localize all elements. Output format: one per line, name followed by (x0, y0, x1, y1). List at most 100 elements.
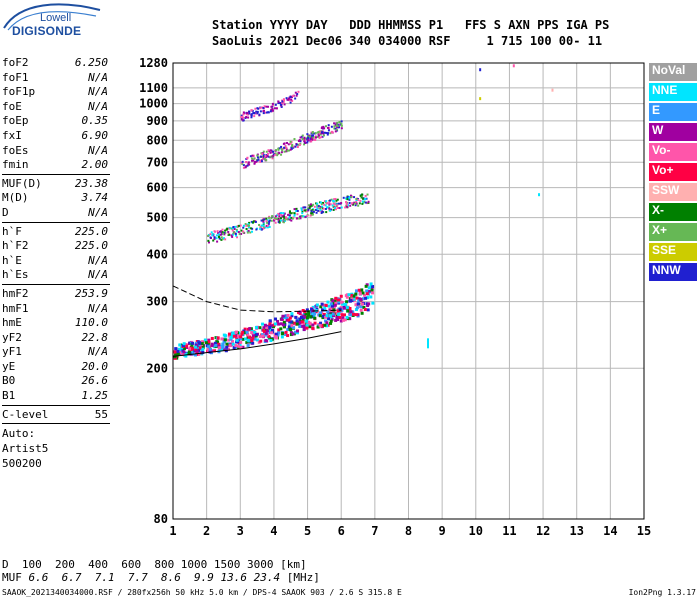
echo-point (365, 289, 369, 293)
echo-point (262, 112, 265, 115)
logo-lowell: Lowell (40, 12, 72, 24)
echo-point (179, 348, 183, 352)
echo-point (230, 234, 233, 237)
echo-point (299, 140, 302, 143)
echo-point (299, 316, 303, 320)
y-tick-label: 900 (146, 114, 168, 128)
echo-point (266, 154, 269, 157)
echo-point (259, 225, 262, 228)
echo-point (353, 201, 356, 204)
echo-point (259, 160, 262, 163)
echo-point (358, 202, 361, 205)
x-tick-label: 2 (203, 524, 210, 538)
echo-point (304, 216, 307, 219)
echo-point (225, 345, 229, 349)
echo-point (312, 315, 316, 319)
echo-point (236, 236, 239, 239)
echo-point (306, 141, 309, 144)
echo-point (289, 140, 292, 143)
echo-point (297, 90, 300, 93)
echo-point (323, 203, 326, 206)
echo-point (231, 331, 235, 335)
echo-point (366, 304, 370, 308)
echo-point (278, 220, 281, 223)
echo-point (369, 295, 373, 299)
echo-point (264, 331, 268, 335)
isolated-echo (538, 193, 541, 197)
echo-point (264, 339, 268, 343)
echo-point (371, 301, 375, 305)
echo-point (266, 221, 269, 224)
echo-point (298, 321, 302, 325)
echo-point (340, 206, 343, 209)
echo-point (318, 314, 322, 318)
echo-point (348, 317, 352, 321)
echo-point (296, 329, 300, 333)
echo-point (281, 100, 284, 103)
param-row: MUF(D) 23.38 (2, 176, 108, 190)
echo-point (232, 346, 236, 350)
echo-point (367, 200, 370, 203)
echo-point (173, 355, 177, 359)
echo-point (278, 152, 281, 155)
echo-point (269, 156, 272, 159)
echo-point (236, 230, 239, 233)
echo-point (299, 136, 302, 139)
echo-point (273, 217, 276, 220)
echo-point (237, 231, 240, 234)
echo-point (256, 110, 259, 113)
echo-point (357, 288, 361, 292)
echo-point (305, 210, 308, 213)
echo-point (223, 233, 226, 236)
echo-point (260, 219, 263, 222)
plot-axes: 1 2 3 4 5 6 7 8 9 10 11 12 13 14 158020030040050060070… (139, 56, 651, 538)
echo-point (201, 350, 205, 354)
param-row: D N/A (2, 205, 108, 219)
echo-point (325, 324, 329, 328)
echo-point (265, 329, 269, 333)
divider (2, 221, 110, 223)
echo-point (303, 209, 306, 212)
echo-point (286, 218, 289, 221)
echo-point (191, 341, 195, 345)
echo-point (311, 131, 314, 134)
echo-point (263, 218, 266, 221)
x-tick-label: 7 (371, 524, 378, 538)
echo-point (326, 300, 330, 304)
echo-point (360, 288, 364, 292)
echo-point (251, 341, 255, 345)
echo-point (204, 341, 208, 345)
echo-point (257, 340, 261, 344)
echo-point (331, 301, 335, 305)
echo-point (361, 297, 365, 301)
x-tick-label: 15 (637, 524, 651, 538)
echo-point (221, 345, 225, 349)
echo-point (274, 221, 277, 224)
x-tick-label: 12 (536, 524, 550, 538)
echo-point (305, 308, 309, 312)
echo-point (263, 323, 267, 327)
echo-point (332, 306, 336, 310)
echo-point (253, 161, 256, 164)
echo-point (260, 159, 263, 162)
echo-point (350, 196, 353, 199)
echo-point (331, 312, 335, 316)
echo-point (245, 330, 249, 334)
echo-point (337, 202, 340, 205)
echo-point (319, 205, 322, 208)
echo-point (265, 111, 268, 114)
echo-point (320, 203, 323, 206)
echo-point (282, 221, 285, 224)
echo-point (251, 336, 255, 340)
echo-point (319, 311, 323, 315)
echo-point (322, 132, 325, 135)
echo-point (330, 304, 334, 308)
x-tick-label: 14 (603, 524, 617, 538)
echo-point (309, 214, 312, 217)
echo-point (254, 160, 257, 163)
echo-point (259, 107, 262, 110)
echo-point (329, 203, 332, 206)
echo-point (302, 206, 305, 209)
echo-point (243, 327, 247, 331)
echo-point (213, 349, 217, 353)
